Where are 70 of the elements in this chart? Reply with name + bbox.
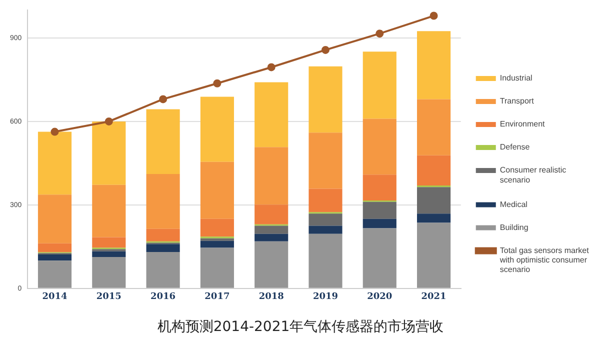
bar (200, 162, 234, 219)
bar (254, 147, 288, 205)
bar (362, 218, 396, 228)
bar (417, 222, 451, 288)
bar (200, 96, 234, 162)
bar (200, 240, 234, 248)
x-tick-label: 2015 (96, 292, 122, 302)
bar (38, 260, 72, 288)
bar (362, 202, 396, 219)
bar (254, 234, 288, 242)
bar (38, 254, 72, 261)
bar (146, 244, 180, 252)
bar (308, 132, 342, 189)
x-tick-label: 2017 (204, 292, 230, 302)
bar (92, 251, 126, 257)
x-tick-label: 2021 (421, 292, 446, 302)
x-tick-label: 2018 (258, 292, 284, 302)
bar (362, 118, 396, 175)
point (159, 95, 168, 104)
bar (146, 252, 180, 288)
point (267, 63, 276, 72)
bar (308, 234, 342, 288)
bar (146, 109, 180, 174)
bar (200, 248, 234, 288)
bar (417, 187, 451, 214)
bar (254, 82, 288, 148)
x-tick-label: 2016 (150, 292, 176, 302)
bar (362, 174, 396, 200)
legend-label: Medical (500, 200, 528, 209)
bar (417, 99, 451, 156)
bar (38, 132, 72, 195)
legend-label: Industrial (500, 74, 533, 83)
bar (308, 188, 342, 212)
bar (146, 174, 180, 229)
point (213, 79, 222, 88)
bar (92, 121, 126, 185)
bar (417, 31, 451, 100)
bar (362, 228, 396, 288)
x-tick-label: 2019 (312, 292, 338, 302)
bar (92, 237, 126, 248)
bar (92, 184, 126, 238)
bar (38, 194, 72, 244)
bar (92, 256, 126, 288)
bar (308, 226, 342, 234)
bar (200, 218, 234, 237)
point (50, 128, 59, 136)
point (321, 46, 330, 54)
point (104, 117, 113, 126)
x-tick-label: 2020 (367, 292, 392, 302)
bar (254, 241, 288, 288)
bar (146, 228, 180, 242)
text: 机构预测2014-2021年气体传感器的市场营收 (157, 319, 444, 336)
bar (308, 214, 342, 226)
bar (200, 238, 234, 241)
legend-label: Total gas sensors market with optimistic consumer scenario (498, 246, 590, 274)
legend-label: Environment (500, 120, 546, 129)
legend-label: Defense (500, 142, 530, 152)
bar (417, 214, 451, 223)
bar (254, 204, 288, 224)
bar (38, 243, 72, 252)
legend-label: Consumer realistic scenario (500, 166, 566, 184)
bar (417, 155, 451, 186)
bar (254, 226, 288, 234)
point (430, 12, 438, 20)
legend-label: Transport (500, 96, 535, 106)
bar (362, 52, 396, 119)
bar (308, 66, 342, 133)
legend-label: Building (500, 222, 528, 232)
point (376, 30, 384, 38)
x-tick-label: 2014 (42, 292, 68, 302)
